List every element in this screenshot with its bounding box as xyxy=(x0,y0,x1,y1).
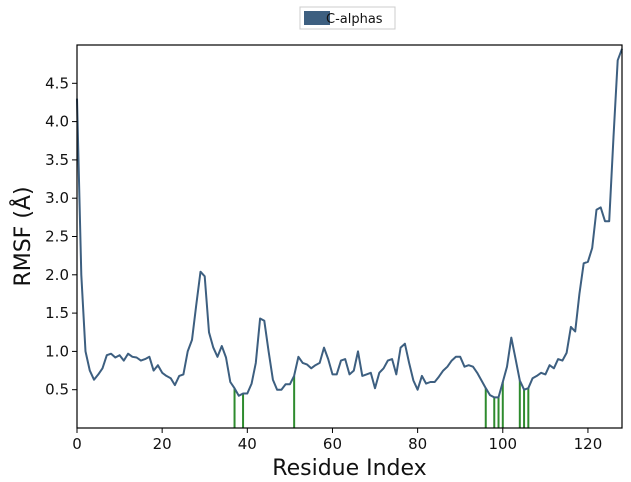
y-tick-label: 1.0 xyxy=(45,342,69,360)
legend: C-alphas xyxy=(299,6,396,30)
line-layer xyxy=(76,48,623,399)
y-tick-label: 3.0 xyxy=(45,189,69,207)
y-tick-label: 2.5 xyxy=(45,228,69,246)
series-line-c-alphas xyxy=(76,48,623,399)
x-tick-label: 120 xyxy=(574,435,603,453)
x-ticks: 0 20 40 60 80 100 120 xyxy=(72,428,602,453)
y-tick-label: 4.0 xyxy=(45,113,69,131)
plot-background xyxy=(77,45,622,428)
x-axis-title: Residue Index xyxy=(272,456,426,481)
x-tick-label: 100 xyxy=(488,435,517,453)
legend-swatch xyxy=(304,11,330,25)
plot-area xyxy=(77,45,622,428)
y-tick-label: 3.5 xyxy=(45,151,69,169)
x-tick-label: 0 xyxy=(72,435,82,453)
y-tick-label: 0.5 xyxy=(45,381,69,399)
y-ticks: 0.5 1.0 1.5 2.0 2.5 3.0 3.5 4.0 4.5 xyxy=(45,74,77,399)
legend-label: C-alphas xyxy=(326,12,383,27)
x-tick-label: 20 xyxy=(153,435,172,453)
y-axis-title: RMSF (Å) xyxy=(9,186,36,286)
x-tick-label: 80 xyxy=(408,435,427,453)
markers-layer xyxy=(233,375,530,428)
x-tick-label: 40 xyxy=(238,435,257,453)
x-tick-label: 60 xyxy=(323,435,342,453)
y-tick-label: 1.5 xyxy=(45,304,69,322)
y-tick-label: 2.0 xyxy=(45,266,69,284)
y-tick-label: 4.5 xyxy=(45,74,69,92)
